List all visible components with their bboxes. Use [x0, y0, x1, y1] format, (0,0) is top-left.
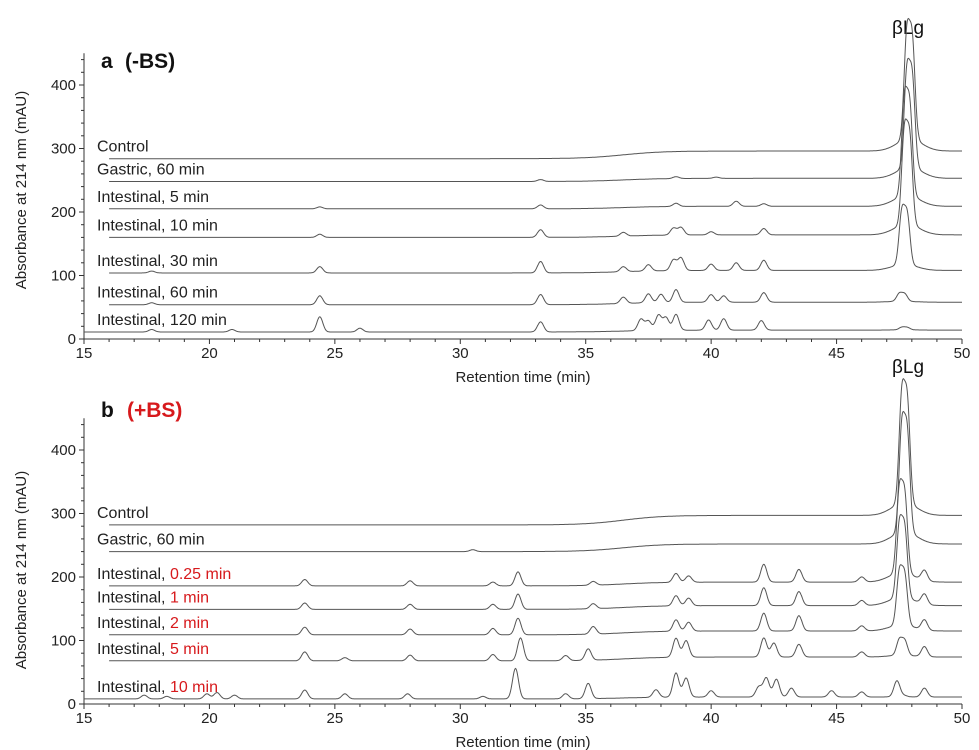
y-axis-title-a: Absorbance at 214 nm (mAU) [13, 91, 30, 289]
x-tick-label: 35 [577, 710, 594, 727]
x-tick-label: 15 [76, 710, 93, 727]
trace-label-text: Intestinal, [97, 679, 170, 696]
x-tick-label: 25 [327, 710, 344, 727]
trace-label-text: Intestinal, 10 min [97, 217, 218, 234]
trace-label: Intestinal, 10 min [97, 217, 218, 234]
trace-label: Intestinal, 60 min [97, 285, 218, 302]
trace-line [84, 313, 962, 333]
panel-a: a (-BS) βLg Retention time (min) Absorba… [13, 17, 970, 386]
trace-line [84, 667, 962, 700]
trace-label-text: Intestinal, 5 min [97, 189, 209, 206]
y-tick-label: 200 [51, 204, 76, 221]
x-tick-label: 40 [703, 345, 720, 362]
trace-label-text: Intestinal, [97, 615, 170, 632]
panel-letter-a: a [101, 50, 113, 73]
x-tick-label: 40 [703, 710, 720, 727]
peak-label-blg-b: βLg [892, 357, 924, 378]
trace-labels-a: Control Gastric, 60 min Intestinal, 5 min I… [97, 139, 227, 329]
y-tick-label: 100 [51, 268, 76, 285]
y-tick-label: 400 [51, 442, 76, 459]
trace-label: Intestinal, 5 min [97, 189, 209, 206]
trace-label: Control [97, 139, 149, 156]
trace-label: Intestinal, 2 min [97, 615, 209, 632]
x-tick-label: 50 [954, 710, 971, 727]
trace-label-time: 2 min [170, 615, 209, 632]
trace-label-text: Intestinal, 60 min [97, 285, 218, 302]
peak-label-blg-a: βLg [892, 18, 924, 39]
y-tick-label: 300 [51, 141, 76, 158]
trace-label-text: Intestinal, 30 min [97, 253, 218, 270]
trace-label: Intestinal, 30 min [97, 253, 218, 270]
trace-line [109, 378, 962, 526]
trace-line [109, 478, 962, 587]
trace-label-text: Gastric, 60 min [97, 162, 205, 179]
x-axis-title-b: Retention time (min) [455, 734, 590, 750]
x-tick-label: 30 [452, 345, 469, 362]
traces-b [84, 378, 962, 700]
trace-label-text: Intestinal, 120 min [97, 312, 227, 329]
y-tick-label: 300 [51, 506, 76, 523]
x-tick-label: 50 [954, 345, 971, 362]
x-tick-label: 20 [201, 345, 218, 362]
x-tick-label: 45 [828, 710, 845, 727]
y-axis-title-b: Absorbance at 214 nm (mAU) [13, 471, 30, 669]
x-tick-label: 35 [577, 345, 594, 362]
x-tick-label: 20 [201, 710, 218, 727]
trace-line [109, 85, 962, 210]
axes-b: 15 20 25 30 35 40 45 50 0 100 200 300 400 [51, 418, 970, 727]
trace-line [109, 289, 962, 306]
axes-a: 15 20 25 30 35 40 45 50 0 100 200 300 400 [51, 53, 970, 362]
traces-a [84, 17, 962, 333]
trace-line [109, 564, 962, 636]
trace-label-time: 0.25 min [170, 566, 231, 583]
x-tick-label: 25 [327, 345, 344, 362]
trace-label: Gastric, 60 min [97, 532, 205, 549]
trace-label-time: 1 min [170, 589, 209, 606]
panel-letter-b: b [101, 399, 114, 422]
trace-line [109, 57, 962, 182]
y-tick-label: 400 [51, 77, 76, 94]
trace-label-time: 5 min [170, 641, 209, 658]
y-tick-label: 0 [68, 331, 76, 348]
trace-line [109, 17, 962, 160]
trace-line [109, 118, 962, 238]
trace-label: Gastric, 60 min [97, 162, 205, 179]
y-tick-label: 200 [51, 569, 76, 586]
trace-label: Control [97, 505, 149, 522]
panel-condition-b: (+BS) [127, 399, 182, 422]
trace-label-time: 10 min [170, 679, 218, 696]
y-tick-label: 100 [51, 633, 76, 650]
trace-label-text: Intestinal, [97, 566, 170, 583]
trace-label-text: Control [97, 505, 149, 522]
trace-label: Intestinal, 120 min [97, 312, 227, 329]
x-axis-title-a: Retention time (min) [455, 369, 590, 386]
trace-label-text: Control [97, 139, 149, 156]
trace-label: Intestinal, 1 min [97, 589, 209, 606]
trace-label: Intestinal, 10 min [97, 679, 218, 696]
trace-line [109, 410, 962, 553]
trace-line [109, 636, 962, 662]
y-tick-label: 0 [68, 696, 76, 713]
trace-label-text: Intestinal, [97, 589, 170, 606]
trace-labels-b: Control Gastric, 60 min Intestinal, 0.25 m… [97, 505, 231, 696]
trace-line [109, 513, 962, 610]
trace-label: Intestinal, 0.25 min [97, 566, 231, 583]
trace-label-text: Gastric, 60 min [97, 532, 205, 549]
x-tick-label: 45 [828, 345, 845, 362]
panel-condition-a: (-BS) [125, 50, 175, 73]
trace-label: Intestinal, 5 min [97, 641, 209, 658]
panel-b: b (+BS) βLg Retention time (min) Absorba… [13, 357, 970, 750]
trace-label-text: Intestinal, [97, 641, 170, 658]
trace-line [109, 203, 962, 274]
x-tick-label: 15 [76, 345, 93, 362]
x-tick-label: 30 [452, 710, 469, 727]
